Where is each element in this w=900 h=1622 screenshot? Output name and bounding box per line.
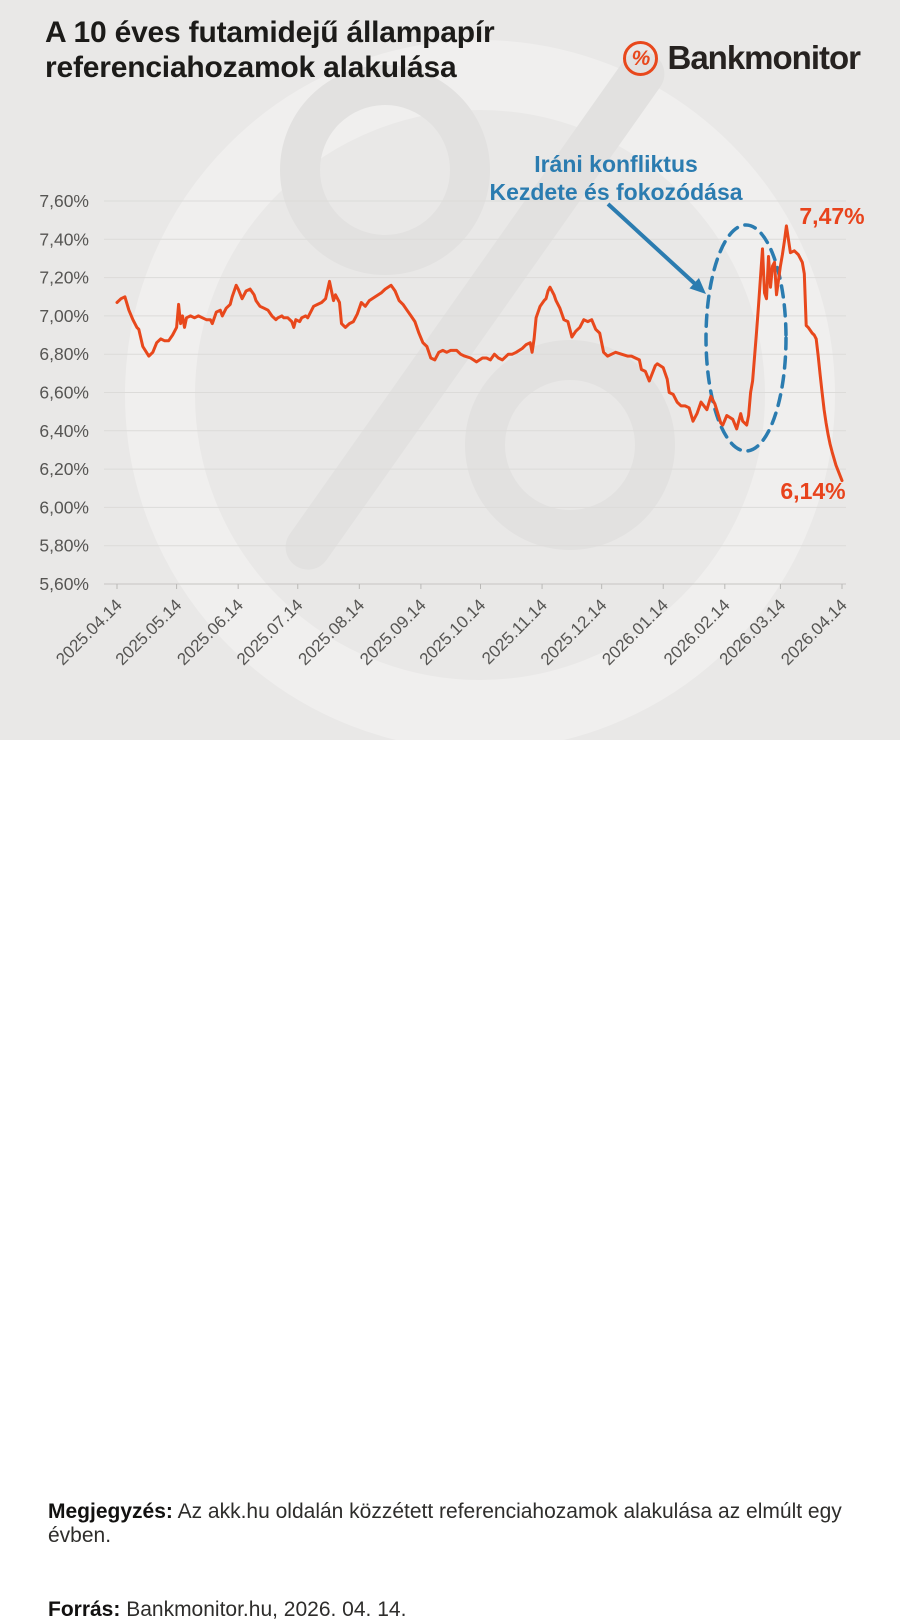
annotation-arrowhead-icon: [689, 278, 706, 294]
y-tick-label: 6,00%: [39, 497, 89, 517]
conflict-period-ellipse: [704, 223, 788, 453]
y-tick-label: 5,60%: [39, 574, 89, 594]
y-tick-label: 6,60%: [39, 383, 89, 403]
page-title: A 10 éves futamidejű állampapír referenci…: [45, 15, 495, 85]
y-tick-label: 5,80%: [39, 536, 89, 556]
y-tick-label: 6,20%: [39, 459, 89, 479]
y-tick-label: 7,60%: [39, 191, 89, 211]
brand-name: Bankmonitor: [667, 39, 861, 76]
chart-dynamic-layer: 7,60% 7,40% 7,20% 7,00% 6,80% 6,60% 6,40% 6,20%…: [39, 191, 850, 669]
annotation-text-line1: Iráni konfliktus: [534, 151, 698, 177]
annotation-arrow-line: [606, 202, 698, 287]
percent-circle-icon: %: [623, 40, 659, 76]
note-label: Megjegyzés:: [48, 1500, 173, 1523]
end-value-label: 6,14%: [780, 478, 845, 504]
y-tick-label: 6,40%: [39, 421, 89, 441]
peak-value-label: 7,47%: [799, 203, 864, 229]
footer-panel: Megjegyzés: Az akk.hu oldalán közzétett …: [0, 740, 900, 1621]
chart-note: Megjegyzés: Az akk.hu oldalán közzétett …: [48, 1500, 900, 1548]
y-tick-label: 7,00%: [39, 306, 89, 326]
yield-series-line: [115, 224, 844, 483]
x-tick-label: 2026.04.14: [777, 595, 851, 669]
y-tick-label: 6,80%: [39, 344, 89, 364]
title-line-1: A 10 éves futamidejű állampapír: [45, 16, 495, 49]
source-label: Forrás:: [48, 1598, 121, 1621]
y-tick-label: 7,40%: [39, 229, 89, 249]
y-tick-label: 7,20%: [39, 268, 89, 288]
source-text: Bankmonitor.hu, 2026. 04. 14.: [126, 1598, 407, 1621]
title-line-2: referenciahozamok alakulása: [45, 51, 457, 84]
brand-logo: % Bankmonitor: [623, 39, 861, 77]
annotation-text-line2: Kezdete és fokozódása: [489, 179, 742, 205]
chart-source: Forrás: Bankmonitor.hu, 2026. 04. 14.: [48, 1598, 406, 1622]
chart-panel: A 10 éves futamidejű állampapír referenci…: [0, 0, 900, 740]
yield-line-chart: 7,60% 7,40% 7,20% 7,00% 6,80% 6,60% 6,40% 6,20%…: [39, 151, 864, 669]
